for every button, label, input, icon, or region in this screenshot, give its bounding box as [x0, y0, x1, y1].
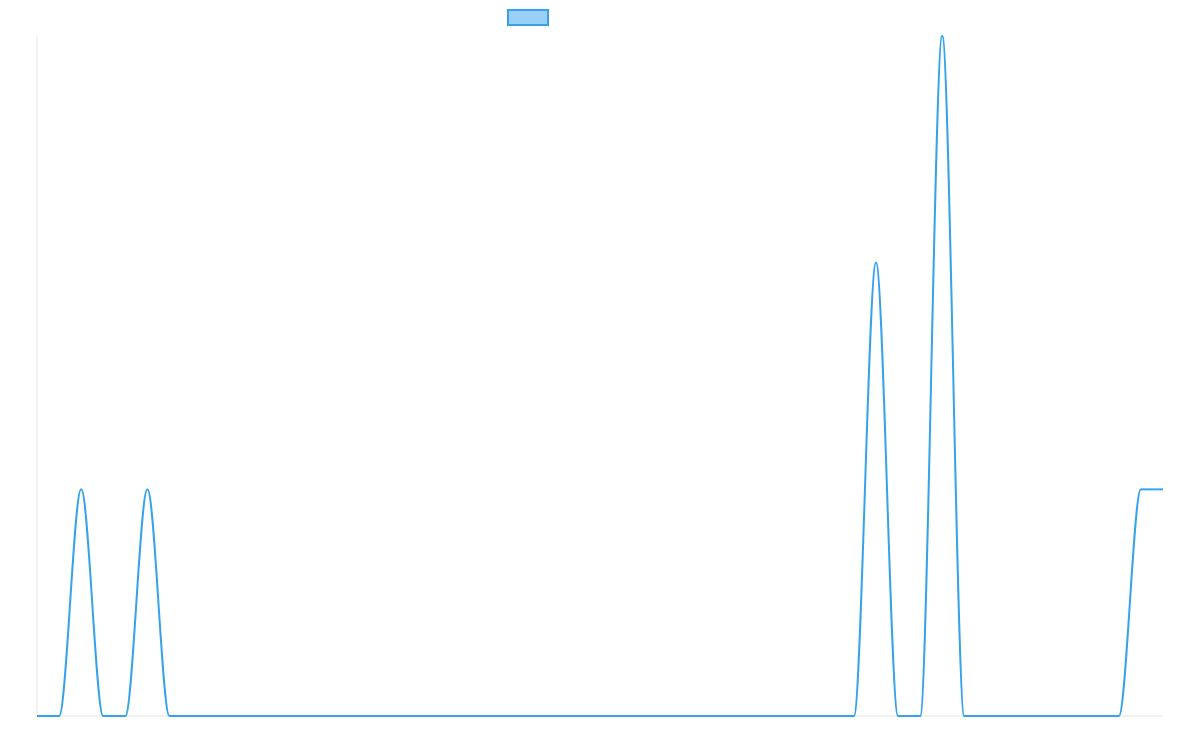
legend-swatch[interactable]	[507, 9, 549, 26]
axes	[36, 36, 1163, 717]
legend[interactable]	[507, 9, 549, 26]
series-layer	[37, 35, 1163, 717]
series-line-0	[37, 35, 1163, 717]
